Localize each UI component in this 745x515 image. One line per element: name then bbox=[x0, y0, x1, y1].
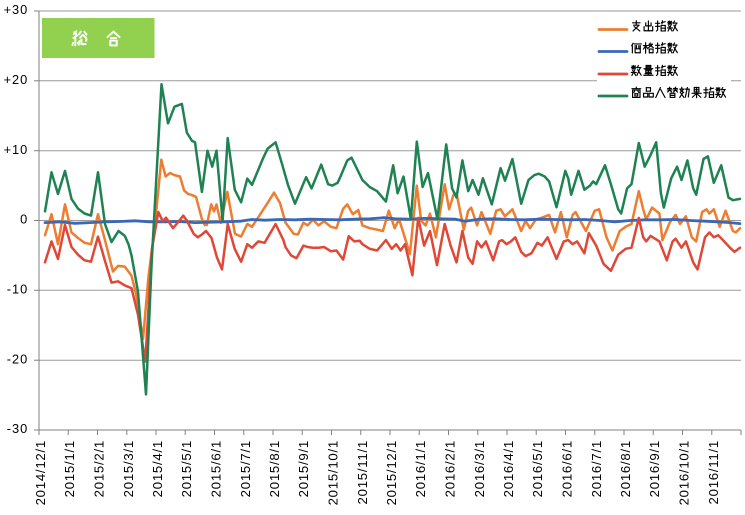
svg-text:2016/8/1: 2016/8/1 bbox=[618, 440, 633, 497]
svg-text:2015/9/1: 2015/9/1 bbox=[296, 440, 311, 497]
svg-text:2015/2/1: 2015/2/1 bbox=[92, 440, 107, 497]
svg-text:2015/1/1: 2015/1/1 bbox=[62, 440, 77, 497]
svg-text:2016/3/1: 2016/3/1 bbox=[472, 440, 487, 497]
svg-text:+20: +20 bbox=[4, 72, 29, 87]
svg-text:2015/3/1: 2015/3/1 bbox=[121, 440, 136, 497]
svg-text:2015/5/1: 2015/5/1 bbox=[179, 440, 194, 497]
svg-text:2014/12/1: 2014/12/1 bbox=[33, 440, 48, 505]
svg-text:2016/1/1: 2016/1/1 bbox=[413, 440, 428, 497]
svg-text:+10: +10 bbox=[4, 142, 29, 157]
svg-text:-10: -10 bbox=[7, 282, 29, 297]
svg-text:2016/5/1: 2016/5/1 bbox=[530, 440, 545, 497]
svg-text:-30: -30 bbox=[7, 421, 29, 436]
svg-text:0: 0 bbox=[20, 212, 28, 227]
svg-text:2016/9/1: 2016/9/1 bbox=[647, 440, 662, 497]
svg-text:2016/11/1: 2016/11/1 bbox=[706, 440, 721, 504]
svg-text:2015/11/1: 2015/11/1 bbox=[355, 440, 370, 504]
svg-text:+30: +30 bbox=[4, 2, 29, 17]
svg-text:2015/6/1: 2015/6/1 bbox=[209, 440, 224, 497]
svg-text:2016/4/1: 2016/4/1 bbox=[501, 440, 516, 497]
svg-text:2016/6/1: 2016/6/1 bbox=[560, 440, 575, 497]
svg-text:-20: -20 bbox=[7, 351, 29, 366]
svg-text:2016/7/1: 2016/7/1 bbox=[589, 440, 604, 497]
svg-text:2015/10/1: 2015/10/1 bbox=[326, 440, 341, 505]
svg-text:2015/4/1: 2015/4/1 bbox=[150, 440, 165, 497]
svg-text:2016/2/1: 2016/2/1 bbox=[443, 440, 458, 497]
svg-text:2015/12/1: 2015/12/1 bbox=[384, 440, 399, 505]
svg-text:2015/8/1: 2015/8/1 bbox=[267, 440, 282, 497]
svg-text:2016/10/1: 2016/10/1 bbox=[677, 440, 692, 505]
svg-text:2015/7/1: 2015/7/1 bbox=[238, 440, 253, 497]
